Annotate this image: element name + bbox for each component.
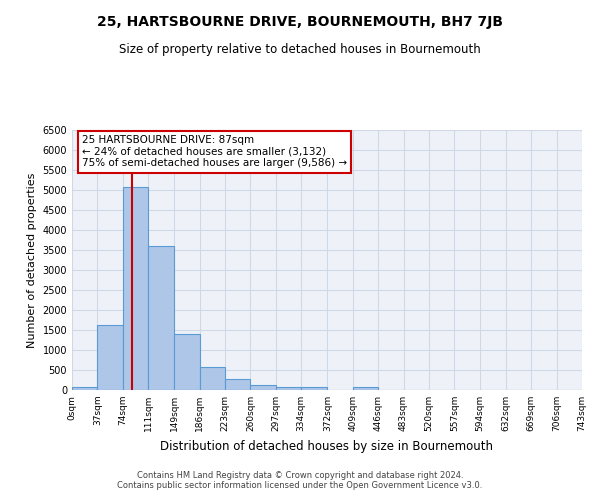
Bar bbox=[97, 325, 123, 390]
Bar bbox=[276, 387, 301, 390]
Text: 25, HARTSBOURNE DRIVE, BOURNEMOUTH, BH7 7JB: 25, HARTSBOURNE DRIVE, BOURNEMOUTH, BH7 … bbox=[97, 15, 503, 29]
Bar bbox=[148, 246, 174, 390]
Text: 25 HARTSBOURNE DRIVE: 87sqm
← 24% of detached houses are smaller (3,132)
75% of : 25 HARTSBOURNE DRIVE: 87sqm ← 24% of det… bbox=[82, 135, 347, 168]
Text: Contains HM Land Registry data © Crown copyright and database right 2024.
Contai: Contains HM Land Registry data © Crown c… bbox=[118, 470, 482, 490]
Bar bbox=[250, 385, 276, 390]
Bar bbox=[225, 379, 250, 390]
X-axis label: Distribution of detached houses by size in Bournemouth: Distribution of detached houses by size … bbox=[161, 440, 493, 452]
Bar bbox=[72, 387, 97, 390]
Bar bbox=[174, 334, 200, 390]
Bar bbox=[123, 187, 148, 390]
Bar bbox=[301, 387, 328, 390]
Y-axis label: Number of detached properties: Number of detached properties bbox=[27, 172, 37, 348]
Text: Size of property relative to detached houses in Bournemouth: Size of property relative to detached ho… bbox=[119, 42, 481, 56]
Bar bbox=[353, 387, 378, 390]
Bar bbox=[200, 367, 225, 390]
